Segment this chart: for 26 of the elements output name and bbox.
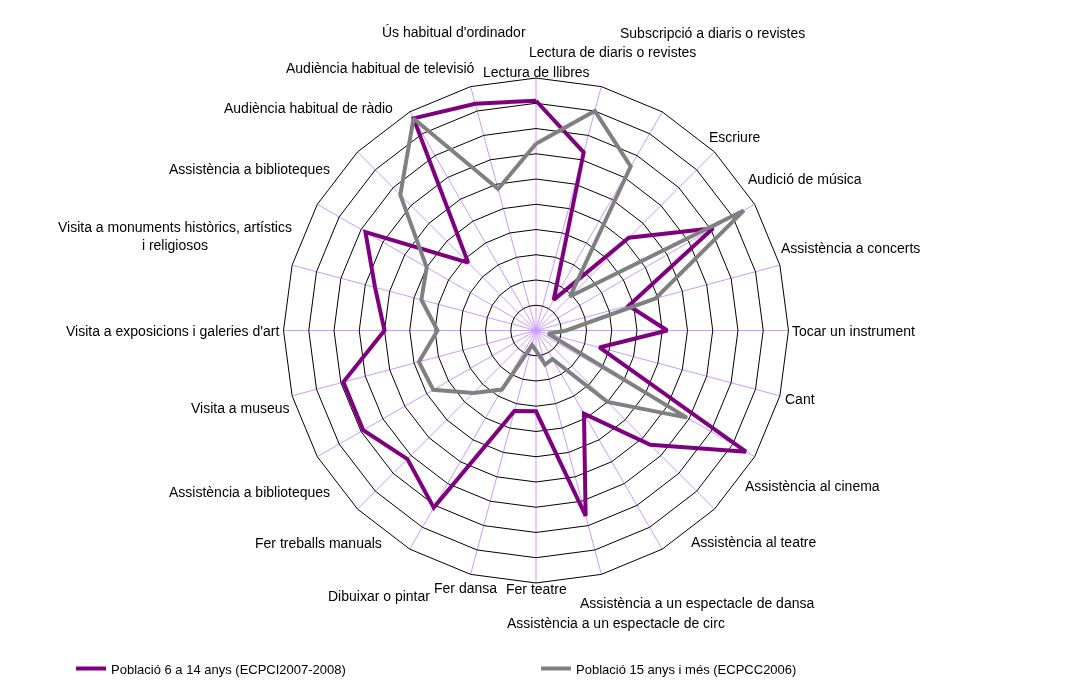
spoke-label: Assistència al teatre (691, 534, 817, 550)
spoke-label: Fer dansa (434, 580, 498, 596)
spoke-label: Tocar un instrument (792, 323, 916, 339)
spoke-label: Fer treballs manuals (255, 535, 382, 551)
spoke-label: Assistència a concerts (781, 240, 921, 256)
spoke-label: Fer teatre (506, 581, 567, 597)
spoke-label: Assistència a biblioteques (169, 484, 331, 500)
spoke-label: Lectura de llibres (483, 64, 590, 80)
spoke-label: Dibuixar o pintar (328, 588, 431, 604)
legend-label: Població 15 anys i més (ECPCC2006) (576, 661, 797, 677)
spoke-label: Subscripció a diaris o revistes (620, 25, 806, 41)
legend-label: Població 6 a 14 anys (ECPCI2007-2008) (111, 661, 346, 677)
spoke-label: Ús habitual d'ordinador (382, 24, 526, 40)
spoke-label: Visita a museus (191, 400, 290, 416)
spoke-label: Assistència a un espectacle de dansa (580, 595, 815, 611)
spoke-label: Escriure (709, 129, 761, 145)
spoke-label: Visita a monuments històrics, artístics i religiosos (58, 219, 292, 254)
spoke-label: Audició de música (748, 171, 862, 187)
spoke-label: Audiència habitual de televisió (286, 60, 475, 76)
spoke-label: Visita a exposicions i galeries d'art (66, 323, 280, 339)
spoke-label: Cant (785, 391, 815, 407)
spoke-label: Audiència habitual de ràdio (224, 100, 394, 116)
spoke-label: Assistència a un espectacle de circ (507, 615, 725, 631)
spoke-label: Assistència al cinema (745, 478, 880, 494)
spoke-label: Assistència a biblioteques (169, 161, 331, 177)
spoke-label: Lectura de diaris o revistes (529, 44, 697, 60)
